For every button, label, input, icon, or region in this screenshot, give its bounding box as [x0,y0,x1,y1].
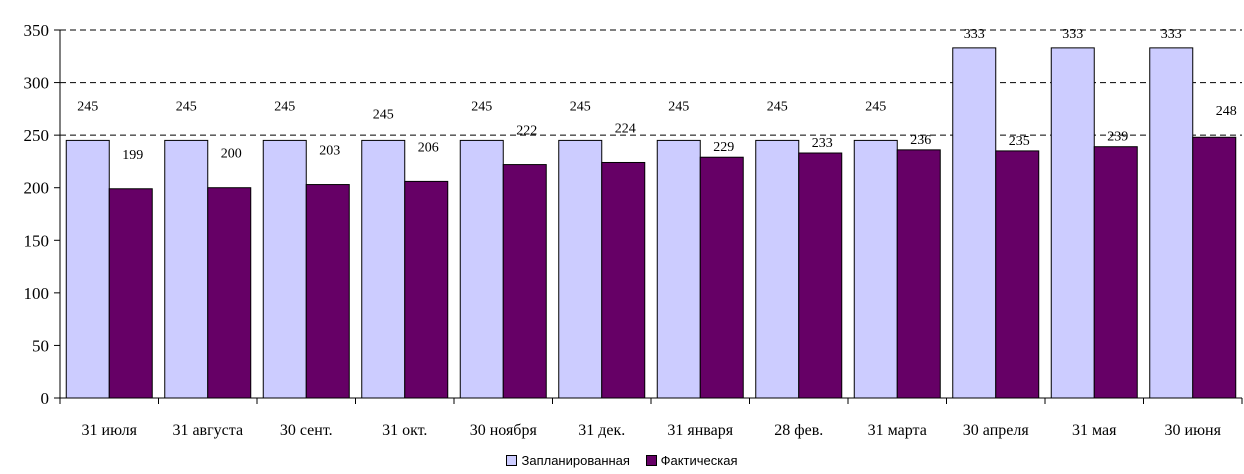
x-tick-label: 31 мая [1072,422,1117,439]
bar-planned [262,139,307,399]
bar-planned [1149,47,1194,399]
y-tick-label: 200 [24,179,50,198]
legend-item-actual: Фактическая [645,453,738,468]
y-tick-label: 350 [24,21,50,40]
data-label-planned: 333 [1161,27,1182,42]
data-label-actual: 236 [910,133,931,148]
x-tick-label: 31 июля [82,422,138,439]
data-label-planned: 333 [964,27,985,42]
bar-planned [853,139,898,399]
axes: 0 50 100 150 200 250 300 350 31 июля 31 августа 30… [24,21,1243,439]
bar-planned [656,139,701,399]
bar-planned [65,139,110,399]
data-label-planned: 245 [77,99,98,114]
data-label-actual: 206 [418,140,439,155]
bar-actual [995,150,1040,399]
x-tick-label: 30 сент. [280,422,333,439]
bar-planned [164,139,209,399]
data-label-planned: 333 [1062,27,1083,42]
legend: Запланированная Фактическая [0,453,1244,469]
data-labels: 245 199 245 200 245 203 245 206 245 222 245 224 245 2… [77,27,1237,163]
bar-actual [207,187,252,399]
bar-actual [1093,146,1138,399]
legend-label-actual: Фактическая [660,453,738,468]
y-tick-label: 250 [24,126,50,145]
y-tick-label: 0 [41,389,50,408]
y-tick-label: 100 [24,284,50,303]
bar-planned [952,47,997,399]
bar-actual [699,156,744,399]
data-label-actual: 224 [615,121,636,136]
y-tick-label: 50 [32,336,49,355]
data-label-planned: 245 [767,99,788,114]
data-label-actual: 203 [319,144,340,159]
data-label-planned: 245 [471,99,492,114]
bar-actual [798,152,843,399]
bar-planned [361,139,406,399]
data-label-planned: 245 [570,99,591,114]
y-tick-label: 300 [24,74,50,93]
data-label-planned: 245 [176,99,197,114]
x-tick-label: 30 апреля [963,422,1030,439]
legend-swatch-actual [645,455,657,466]
data-label-actual: 222 [516,124,537,139]
x-tick-label: 31 дек. [578,422,625,439]
bar-actual [896,149,941,399]
bar-actual [108,188,153,399]
bar-actual [601,161,646,399]
bar-actual [305,184,350,399]
data-label-planned: 245 [865,99,886,114]
data-label-actual: 235 [1009,134,1030,149]
bar-actual [502,164,547,399]
data-label-actual: 199 [122,148,143,163]
legend-label-planned: Запланированная [521,453,630,468]
data-label-planned: 245 [373,107,394,122]
data-label-actual: 248 [1216,104,1237,119]
bar-chart: 0 50 100 150 200 250 300 350 31 июля 31 августа 30… [24,21,1243,439]
y-tick-label: 150 [24,231,50,250]
data-label-actual: 229 [713,140,734,155]
bar-planned [459,139,504,399]
legend-item-planned: Запланированная [506,453,630,468]
data-label-planned: 245 [274,99,295,114]
bar-planned [1050,47,1095,399]
bar-actual [404,180,449,399]
legend-swatch-planned [506,455,518,466]
data-label-actual: 233 [812,136,833,151]
data-label-actual: 239 [1107,130,1128,145]
bar-planned [755,139,800,399]
x-tick-label: 31 окт. [382,422,427,439]
x-tick-label: 31 августа [172,422,243,439]
bar-planned [558,139,603,399]
bars [65,47,1237,399]
x-tick-label: 28 фев. [774,422,823,439]
x-tick-label: 30 ноября [470,422,538,439]
grid-lines [60,29,1242,136]
data-label-actual: 200 [221,147,242,162]
x-tick-label: 31 января [667,422,733,439]
x-tick-label: 31 марта [868,422,927,439]
x-tick-label: 30 июня [1165,422,1222,439]
data-label-planned: 245 [668,99,689,114]
bar-actual [1192,136,1237,399]
